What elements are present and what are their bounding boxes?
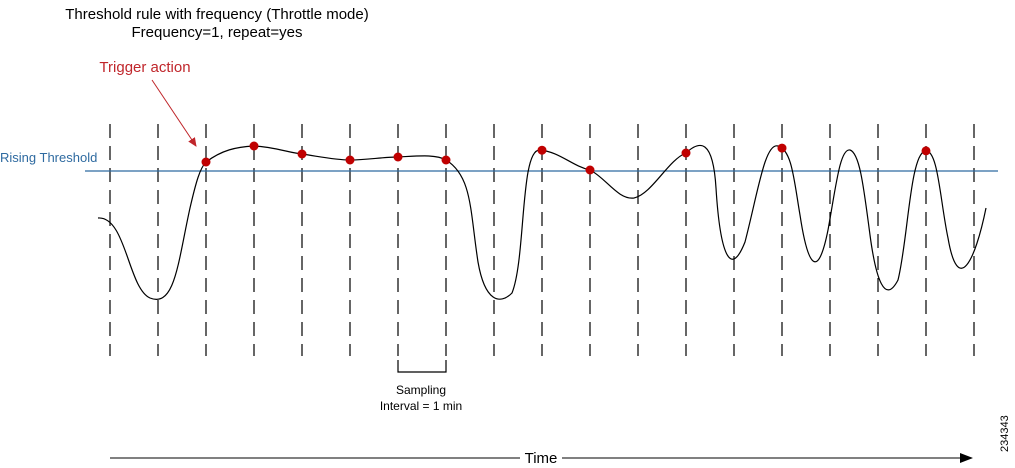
sampling-interval-label-line2: Interval = 1 min — [380, 399, 462, 413]
diagram-subtitle: Frequency=1, repeat=yes — [132, 24, 303, 41]
trigger-point — [681, 148, 691, 158]
trigger-point — [201, 157, 211, 167]
trigger-action-label: Trigger action — [99, 59, 190, 76]
trigger-point — [585, 165, 595, 175]
rising-threshold-label: Rising Threshold — [0, 150, 97, 165]
trigger-point — [249, 141, 259, 151]
trigger-point — [393, 152, 403, 162]
trigger-point — [345, 155, 355, 165]
metric-curve — [97, 144, 987, 300]
sampling-interval-label-line1: Sampling — [396, 383, 446, 397]
trigger-point — [921, 146, 931, 156]
sampling-interval-bracket — [397, 360, 447, 373]
sampling-interval-lines — [109, 124, 975, 356]
trigger-point — [297, 149, 307, 159]
figure-number: 234343 — [999, 415, 1011, 452]
trigger-action-arrow — [151, 79, 197, 147]
trigger-point — [777, 143, 787, 153]
trigger-point — [537, 145, 547, 155]
diagram-title: Threshold rule with frequency (Throttle … — [65, 6, 368, 23]
trigger-point — [441, 155, 451, 165]
time-axis-label: Time — [525, 450, 558, 467]
trigger-points — [201, 141, 931, 175]
